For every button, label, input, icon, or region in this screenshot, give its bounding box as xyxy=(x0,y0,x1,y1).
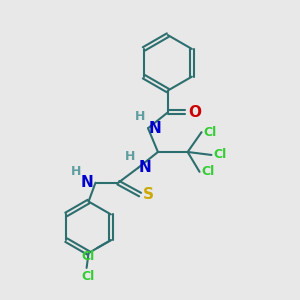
Text: O: O xyxy=(189,105,202,120)
Text: H: H xyxy=(125,150,135,163)
Text: S: S xyxy=(143,187,154,202)
Text: N: N xyxy=(139,160,152,175)
Text: Cl: Cl xyxy=(203,126,217,139)
Text: Cl: Cl xyxy=(213,148,227,161)
Text: N: N xyxy=(81,175,94,190)
Text: Cl: Cl xyxy=(202,165,215,178)
Text: H: H xyxy=(135,110,145,123)
Text: Cl: Cl xyxy=(82,250,95,263)
Text: N: N xyxy=(149,121,162,136)
Text: Cl: Cl xyxy=(81,270,94,283)
Text: H: H xyxy=(71,165,82,178)
